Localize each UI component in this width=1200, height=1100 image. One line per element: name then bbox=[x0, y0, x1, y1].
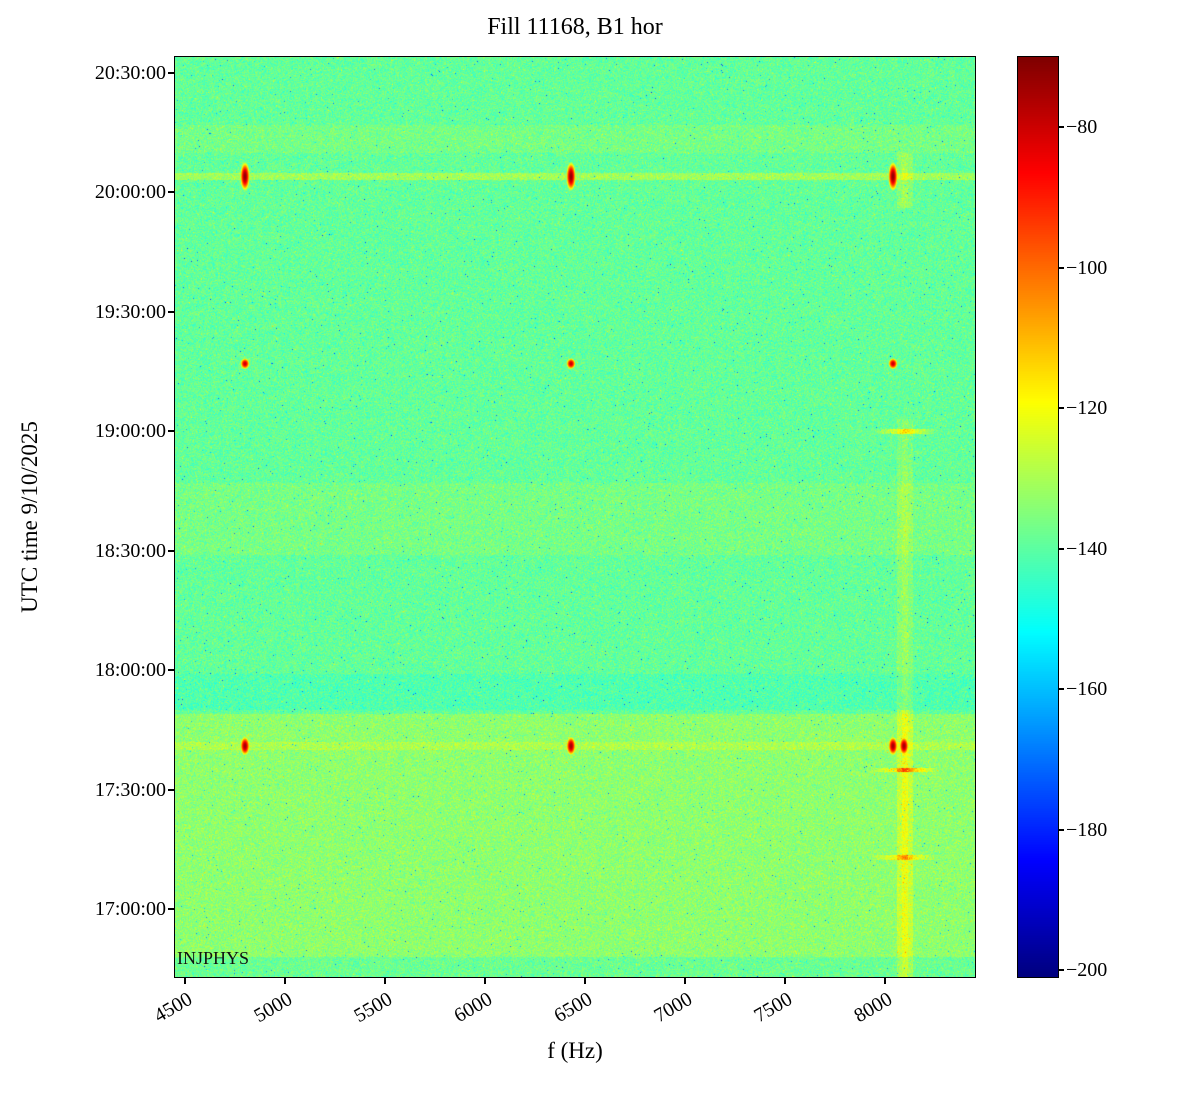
colorbar-tick-mark bbox=[1058, 547, 1064, 550]
colorbar-tick-label: −100 bbox=[1066, 256, 1108, 279]
colorbar-tick-mark bbox=[1058, 688, 1064, 691]
y-axis-label: UTC time 9/10/2025 bbox=[17, 421, 43, 613]
y-tick-label: 20:30:00 bbox=[94, 61, 166, 84]
y-tick-mark bbox=[168, 191, 175, 194]
y-tick-mark bbox=[168, 908, 175, 911]
x-tick-mark bbox=[884, 977, 886, 984]
colorbar-tick-label: −140 bbox=[1066, 537, 1108, 560]
y-tick-label: 17:30:00 bbox=[94, 778, 166, 801]
colorbar-tick-label: −160 bbox=[1066, 678, 1108, 701]
colorbar-frame bbox=[1017, 56, 1059, 978]
y-tick-mark bbox=[168, 788, 175, 791]
colorbar-tick-mark bbox=[1058, 126, 1064, 129]
colorbar-tick-mark bbox=[1058, 266, 1064, 269]
colorbar-tick-label: −180 bbox=[1066, 818, 1108, 841]
heatmap-canvas bbox=[175, 57, 975, 977]
y-tick-label: 19:00:00 bbox=[94, 420, 166, 443]
y-tick-label: 18:00:00 bbox=[94, 659, 166, 682]
x-tick-mark bbox=[284, 977, 286, 984]
y-tick-label: 18:30:00 bbox=[94, 539, 166, 562]
colorbar-tick-label: −200 bbox=[1066, 958, 1108, 981]
x-tick-mark bbox=[584, 977, 586, 984]
y-tick-mark bbox=[168, 310, 175, 313]
colorbar-tick-mark bbox=[1058, 407, 1064, 410]
chart-title: Fill 11168, B1 hor bbox=[487, 14, 663, 40]
colorbar-tick-mark bbox=[1058, 968, 1064, 971]
y-tick-label: 20:00:00 bbox=[94, 181, 166, 204]
y-tick-label: 19:30:00 bbox=[94, 300, 166, 323]
y-tick-label: 17:00:00 bbox=[94, 898, 166, 921]
y-tick-mark bbox=[168, 549, 175, 552]
x-tick-mark bbox=[184, 977, 186, 984]
plot-annotation: INJPHYS bbox=[177, 948, 250, 968]
x-tick-mark bbox=[384, 977, 386, 984]
x-axis-label: f (Hz) bbox=[547, 1038, 603, 1063]
y-tick-mark bbox=[168, 669, 175, 672]
colorbar-tick-mark bbox=[1058, 828, 1064, 831]
x-tick-mark bbox=[784, 977, 786, 984]
y-tick-mark bbox=[168, 430, 175, 433]
colorbar-canvas bbox=[1018, 57, 1058, 977]
colorbar-tick-label: −80 bbox=[1066, 116, 1098, 139]
y-tick-mark bbox=[168, 71, 175, 74]
colorbar-tick-label: −120 bbox=[1066, 397, 1108, 420]
x-tick-mark bbox=[684, 977, 686, 984]
plot-frame bbox=[174, 56, 976, 978]
x-tick-mark bbox=[484, 977, 486, 984]
